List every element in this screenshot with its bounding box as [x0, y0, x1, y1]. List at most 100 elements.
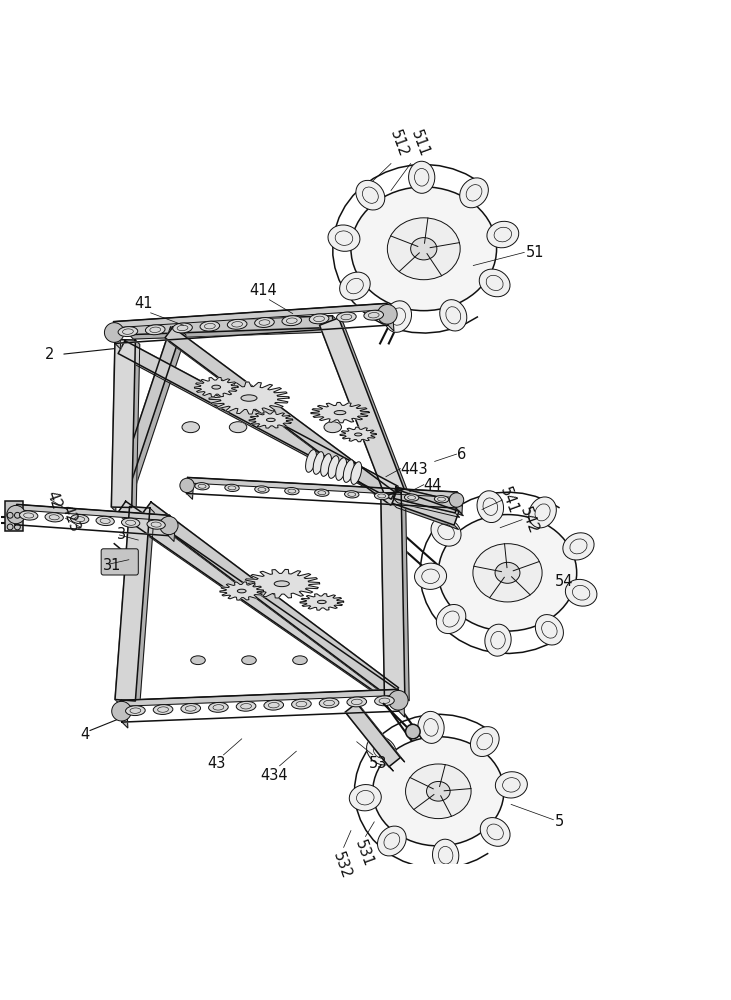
Text: 5: 5 — [555, 814, 564, 829]
Ellipse shape — [440, 300, 467, 331]
Polygon shape — [345, 712, 393, 771]
Text: 42: 42 — [44, 489, 64, 511]
Text: 43: 43 — [207, 756, 225, 771]
Ellipse shape — [324, 422, 341, 433]
Polygon shape — [401, 493, 409, 701]
Text: 54: 54 — [555, 574, 573, 589]
Ellipse shape — [439, 515, 577, 631]
Text: 541: 541 — [496, 484, 520, 516]
FancyBboxPatch shape — [5, 501, 23, 531]
Ellipse shape — [195, 483, 209, 490]
Polygon shape — [125, 341, 403, 491]
Ellipse shape — [404, 494, 419, 501]
Polygon shape — [338, 318, 409, 493]
Ellipse shape — [418, 711, 444, 743]
Ellipse shape — [409, 161, 435, 193]
Ellipse shape — [45, 513, 64, 522]
Ellipse shape — [364, 310, 384, 320]
Ellipse shape — [314, 489, 329, 496]
Polygon shape — [118, 501, 399, 703]
Polygon shape — [143, 513, 395, 703]
Ellipse shape — [317, 600, 326, 604]
Polygon shape — [393, 503, 458, 529]
Polygon shape — [129, 327, 337, 339]
Polygon shape — [116, 327, 182, 495]
Polygon shape — [319, 325, 390, 501]
Ellipse shape — [284, 487, 299, 495]
Polygon shape — [387, 303, 394, 331]
Ellipse shape — [351, 462, 362, 484]
Polygon shape — [393, 489, 459, 525]
Polygon shape — [121, 700, 128, 728]
Ellipse shape — [225, 484, 239, 491]
Polygon shape — [398, 689, 404, 717]
Ellipse shape — [267, 418, 275, 422]
Polygon shape — [17, 504, 175, 521]
Ellipse shape — [387, 218, 461, 280]
Ellipse shape — [406, 764, 471, 819]
Text: 532: 532 — [330, 850, 354, 881]
Ellipse shape — [145, 325, 165, 335]
Polygon shape — [118, 353, 395, 504]
Ellipse shape — [313, 452, 324, 474]
Ellipse shape — [374, 492, 389, 500]
Polygon shape — [165, 327, 398, 505]
Polygon shape — [127, 331, 186, 499]
Ellipse shape — [473, 544, 542, 602]
Polygon shape — [111, 340, 135, 508]
Ellipse shape — [471, 727, 499, 756]
Ellipse shape — [96, 516, 114, 526]
Ellipse shape — [480, 269, 510, 297]
Ellipse shape — [496, 772, 527, 798]
Ellipse shape — [351, 187, 496, 311]
Ellipse shape — [366, 736, 396, 765]
Polygon shape — [143, 502, 398, 698]
Polygon shape — [244, 569, 319, 598]
Ellipse shape — [238, 589, 246, 593]
FancyBboxPatch shape — [101, 549, 138, 575]
Ellipse shape — [328, 225, 360, 251]
Ellipse shape — [426, 781, 450, 801]
Polygon shape — [115, 325, 388, 343]
Ellipse shape — [565, 579, 597, 606]
Ellipse shape — [105, 323, 124, 342]
Ellipse shape — [200, 321, 219, 331]
Polygon shape — [173, 327, 403, 499]
Ellipse shape — [414, 563, 447, 589]
Text: 531: 531 — [352, 838, 376, 869]
Ellipse shape — [118, 327, 137, 337]
Ellipse shape — [388, 690, 408, 710]
Ellipse shape — [227, 319, 247, 329]
Text: 53: 53 — [369, 756, 387, 771]
Ellipse shape — [433, 839, 459, 871]
Polygon shape — [357, 703, 405, 762]
Ellipse shape — [563, 533, 594, 560]
Ellipse shape — [254, 486, 269, 493]
Ellipse shape — [321, 454, 331, 476]
Polygon shape — [220, 582, 264, 600]
Polygon shape — [122, 711, 398, 722]
Ellipse shape — [254, 318, 274, 327]
Ellipse shape — [485, 624, 511, 656]
Ellipse shape — [355, 433, 362, 436]
Ellipse shape — [154, 705, 173, 714]
Polygon shape — [209, 382, 289, 414]
Ellipse shape — [434, 496, 449, 503]
Polygon shape — [129, 316, 333, 335]
Ellipse shape — [7, 505, 25, 524]
Ellipse shape — [356, 180, 385, 210]
Ellipse shape — [236, 701, 256, 711]
Polygon shape — [113, 322, 121, 349]
Polygon shape — [188, 477, 463, 498]
Polygon shape — [249, 412, 292, 428]
Ellipse shape — [411, 238, 437, 260]
Ellipse shape — [212, 385, 221, 389]
Polygon shape — [151, 502, 403, 692]
Text: 414: 414 — [250, 283, 278, 298]
Polygon shape — [165, 338, 395, 510]
Ellipse shape — [126, 706, 145, 716]
Polygon shape — [118, 513, 395, 707]
Ellipse shape — [487, 221, 519, 248]
Text: 41: 41 — [135, 296, 153, 311]
Ellipse shape — [292, 699, 311, 709]
